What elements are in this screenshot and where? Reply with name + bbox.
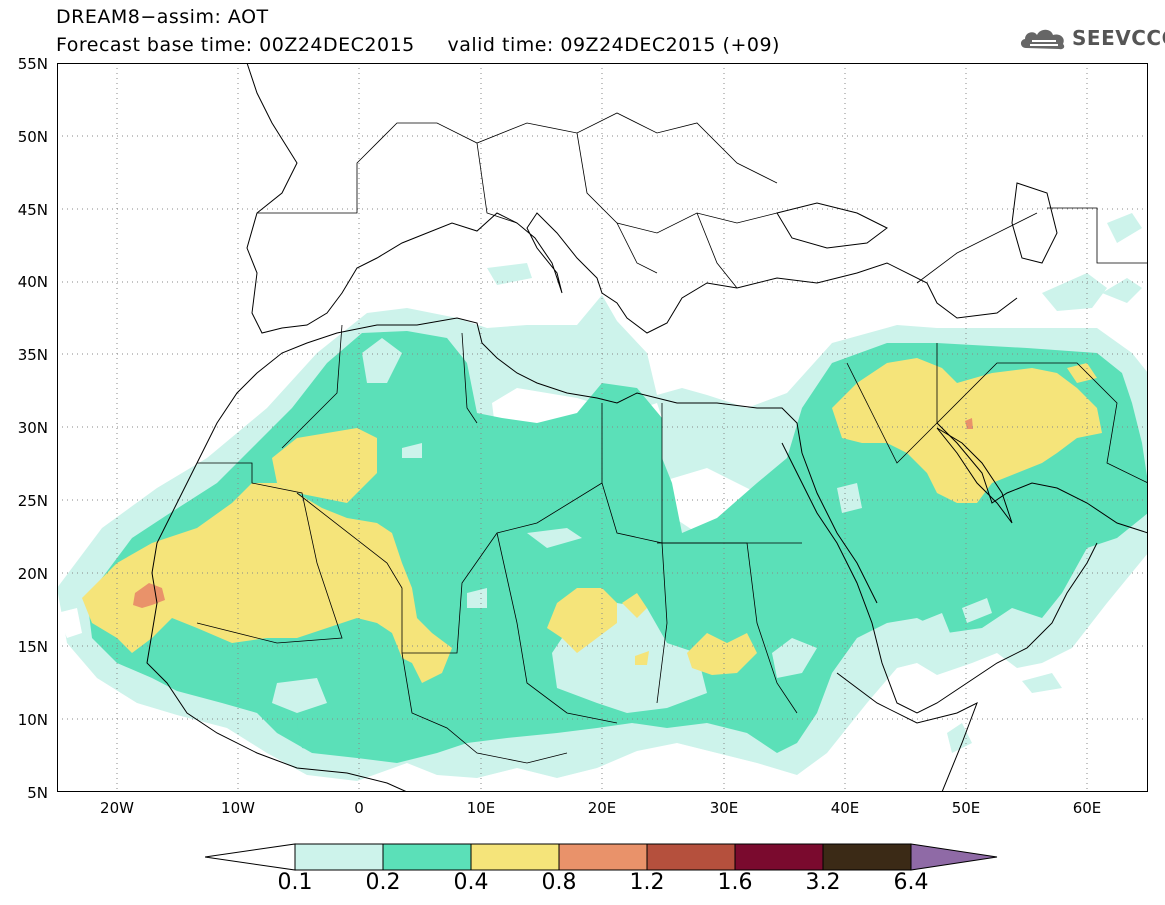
lat-label-5n: 5N	[27, 784, 48, 802]
colorbar-swatch-4	[558, 843, 648, 871]
cloud-icon	[1020, 29, 1065, 50]
lon-label-40e: 40E	[830, 799, 860, 817]
lat-label-45n: 45N	[17, 201, 48, 219]
lat-label-15n: 15N	[17, 638, 48, 656]
colorbar-swatch-7	[822, 843, 912, 871]
colorbar-label-0.8: 0.8	[541, 870, 577, 895]
seevccc-logo: SEEVCCC	[1018, 24, 1165, 52]
map-subtitle: Forecast base time: 00Z24DEC2015 valid t…	[56, 34, 780, 56]
colorbar-swatch-5	[646, 843, 736, 871]
colorbar-label-6.4: 6.4	[893, 870, 929, 895]
lon-label-20e: 20E	[587, 799, 617, 817]
country-borders	[196, 112, 1148, 764]
lon-label-20w: 20W	[100, 799, 134, 817]
colorbar-swatch-2	[382, 843, 472, 871]
lat-label-55n: 55N	[17, 55, 48, 73]
lat-label-25n: 25N	[17, 492, 48, 510]
lon-label-50e: 50E	[951, 799, 981, 817]
colorbar-label-1.6: 1.6	[717, 870, 753, 895]
logo-text: SEEVCCC	[1072, 26, 1165, 50]
colorbar-label-0.2: 0.2	[365, 870, 401, 895]
map-title: DREAM8−assim: AOT	[56, 6, 269, 28]
lat-label-10n: 10N	[17, 711, 48, 729]
lon-label-10e: 10E	[466, 799, 496, 817]
coastlines	[146, 63, 1148, 792]
colorbar-arrow-low	[205, 843, 296, 871]
colorbar-label-3.2: 3.2	[805, 870, 841, 895]
lon-label-30e: 30E	[709, 799, 739, 817]
colorbar-arrow-high	[910, 843, 998, 871]
colorbar-swatch-3	[470, 843, 560, 871]
lon-label-10w: 10W	[221, 799, 255, 817]
lat-label-40n: 40N	[17, 273, 48, 291]
colorbar-swatch-6	[734, 843, 824, 871]
lon-label-0: 0	[354, 799, 364, 817]
aot-map	[57, 63, 1148, 792]
lat-label-30n: 30N	[17, 419, 48, 437]
lat-label-20n: 20N	[17, 565, 48, 583]
lat-label-35n: 35N	[17, 346, 48, 364]
colorbar-label-0.1: 0.1	[277, 870, 313, 895]
colorbar-label-1.2: 1.2	[629, 870, 665, 895]
colorbar	[205, 843, 998, 871]
colorbar-swatch-1	[294, 843, 384, 871]
lon-label-60e: 60E	[1072, 799, 1102, 817]
lat-label-50n: 50N	[17, 128, 48, 146]
colorbar-label-0.4: 0.4	[453, 870, 489, 895]
